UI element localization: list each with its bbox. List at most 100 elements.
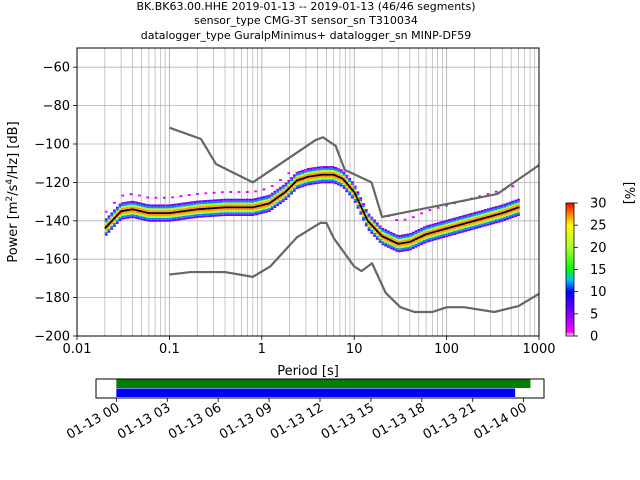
heatmap-cell — [494, 211, 498, 214]
heatmap-cell — [182, 208, 186, 211]
heatmap-cell — [218, 212, 222, 215]
heatmap-cell — [301, 173, 305, 176]
heatmap-cell — [204, 203, 208, 206]
heatmap-cell — [317, 176, 321, 179]
heatmap-cell — [223, 202, 227, 205]
colorbar: 0 5 10 15 20 25 30 [%] — [565, 182, 636, 345]
heatmap-cell — [245, 200, 249, 203]
heatmap-cell — [351, 196, 354, 199]
heatmap-cell — [143, 209, 147, 212]
heatmap-cell — [251, 204, 255, 207]
heatmap-cell — [450, 229, 454, 232]
heatmap-cell — [447, 232, 451, 235]
heatmap-cell — [287, 181, 291, 184]
heatmap-cell — [171, 217, 174, 220]
heatmap-cell — [110, 224, 114, 226]
heatmap-cell — [251, 214, 255, 216]
heatmap-cell — [154, 216, 158, 218]
heatmap-cell — [334, 178, 338, 181]
heatmap-cell — [342, 181, 346, 184]
heatmap-cell — [268, 194, 271, 197]
heatmap-cell — [295, 177, 299, 180]
heatmap-cell — [370, 226, 374, 229]
heatmap-cell — [342, 185, 346, 187]
heatmap-cell — [270, 204, 274, 207]
heatmap-cell — [149, 216, 152, 218]
heatmap-cell — [218, 214, 222, 217]
heatmap-cell — [279, 196, 282, 199]
heatmap-cell — [107, 228, 111, 231]
heatmap-cell — [348, 181, 352, 184]
heatmap-cell — [375, 226, 379, 229]
heatmap-cell — [173, 207, 177, 210]
heatmap-cell — [279, 202, 282, 205]
heatmap-cell — [187, 215, 191, 218]
x-tick-label: 10 — [346, 342, 363, 357]
heatmap-outlier-cell — [262, 188, 266, 191]
heatmap-cell — [472, 227, 476, 230]
heatmap-cell — [121, 215, 125, 218]
heatmap-cell — [417, 238, 421, 241]
heatmap-cell — [315, 178, 318, 181]
heatmap-cell — [392, 246, 396, 249]
heatmap-cell — [240, 214, 244, 216]
y-axis-label: Power [m2/s4/Hz] [dB] — [5, 121, 21, 262]
heatmap-cell — [223, 208, 227, 211]
heatmap-cell — [138, 213, 141, 216]
heatmap-cell — [342, 175, 346, 178]
heatmap-outlier-cell — [162, 196, 166, 199]
heatmap-cell — [478, 222, 482, 225]
heatmap-cell — [453, 229, 457, 232]
heatmap-cell — [364, 212, 368, 215]
y-tick-label: −180 — [34, 291, 70, 306]
heatmap-cell — [118, 215, 122, 218]
heatmap-cell — [160, 217, 163, 220]
heatmap-cell — [198, 204, 202, 207]
heatmap-cell — [331, 169, 335, 172]
y-tick-label: −200 — [34, 330, 70, 345]
heatmap-cell — [237, 200, 241, 203]
heatmap-cell — [179, 216, 183, 219]
heatmap-cell — [470, 226, 473, 229]
heatmap-cell — [431, 235, 435, 238]
heatmap-cell — [375, 235, 379, 238]
heatmap-cell — [373, 229, 376, 232]
heatmap-cell — [185, 211, 188, 214]
heatmap-cell — [317, 172, 321, 175]
heatmap-cell — [367, 225, 371, 228]
heatmap-cell — [276, 204, 280, 207]
heatmap-cell — [370, 220, 374, 223]
timeline-tick-label: 01-14 00 — [472, 400, 530, 442]
heatmap-cell — [492, 208, 495, 211]
heatmap-cell — [146, 206, 150, 209]
heatmap-cell — [367, 228, 371, 231]
heatmap-cell — [118, 203, 122, 206]
heatmap-cell — [135, 205, 139, 208]
heatmap-cell — [284, 192, 288, 195]
heatmap-cell — [312, 169, 316, 172]
heatmap-cell — [503, 217, 506, 220]
heatmap-cell — [237, 198, 241, 201]
heatmap-cell — [226, 198, 230, 201]
heatmap-cell — [113, 215, 116, 218]
heatmap-cell — [254, 213, 257, 216]
heatmap-outlier-cell — [212, 191, 216, 194]
heatmap-cell — [458, 221, 462, 224]
heatmap-cell — [160, 204, 163, 207]
heatmap-cell — [193, 214, 197, 217]
heatmap-cell — [265, 205, 269, 207]
heatmap-cell — [434, 224, 437, 227]
heatmap-cell — [165, 219, 169, 222]
heatmap-cell — [171, 213, 174, 216]
heatmap-cell — [389, 237, 393, 240]
heatmap-cell — [104, 220, 108, 223]
heatmap-cell — [389, 245, 393, 248]
heatmap-cell — [157, 214, 161, 216]
heatmap-cell — [514, 203, 518, 206]
heatmap-cell — [254, 201, 257, 204]
heatmap-cell — [243, 200, 246, 203]
heatmap-cell — [201, 215, 205, 218]
heatmap-cell — [135, 213, 139, 216]
heatmap-cell — [204, 213, 208, 216]
heatmap-cell — [290, 188, 293, 191]
